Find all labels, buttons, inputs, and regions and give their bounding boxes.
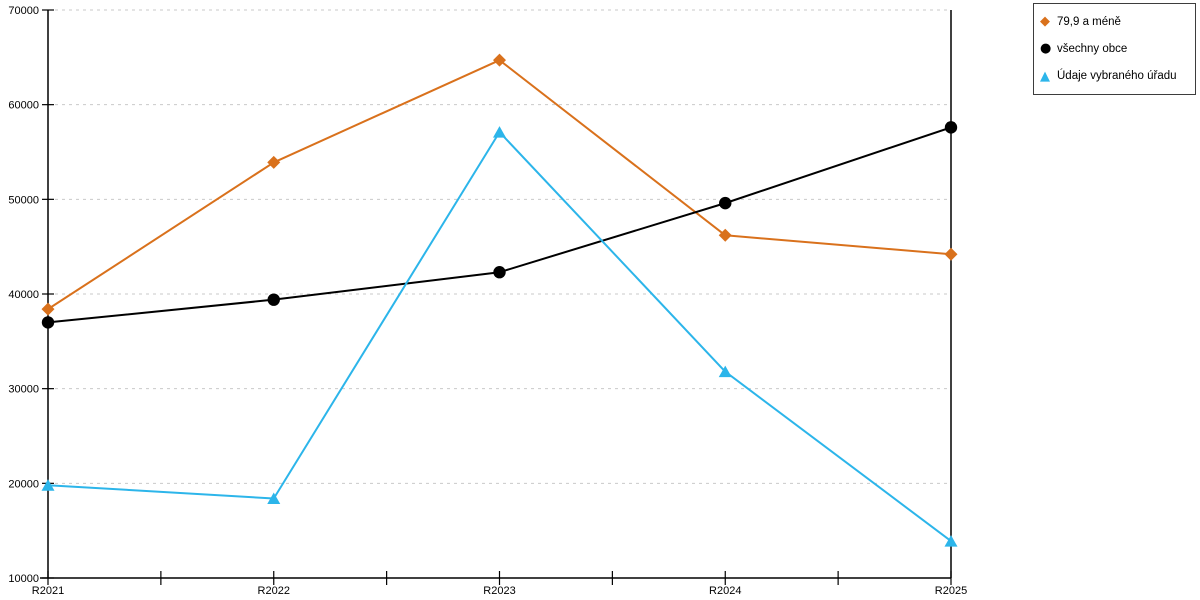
y-tick-label: 20000 [8, 478, 39, 490]
legend-item-udaje-vybraneho-uradu[interactable]: ▲ Údaje vybraného úřadu [1040, 70, 1189, 83]
triangle-marker-icon: ▲ [1040, 68, 1050, 84]
y-tick-label: 30000 [8, 384, 39, 396]
y-tick-label: 10000 [8, 573, 39, 585]
data-point-R2025-series1[interactable] [944, 121, 958, 134]
data-point-R2021-series1[interactable] [41, 316, 55, 329]
data-point-R2024-series2[interactable] [718, 365, 732, 378]
circle-marker-icon: ● [1040, 41, 1052, 57]
y-tick-label: 60000 [8, 100, 39, 112]
legend-label-vsechny-obce: všechny obce [1057, 42, 1128, 55]
x-tick-label: R2021 [32, 585, 64, 597]
data-point-R2025-series0[interactable] [944, 247, 958, 261]
data-point-R2023-series0[interactable] [493, 53, 506, 67]
x-tick-label: R2024 [709, 585, 741, 597]
legend-label-79-9-a-mene: 79,9 a méně [1057, 15, 1121, 28]
data-point-R2021-series0[interactable] [41, 302, 55, 316]
y-tick-label: 40000 [8, 289, 39, 301]
series-line-2 [47, 131, 952, 542]
data-point-R2025-series2[interactable] [944, 535, 958, 547]
x-tick-label: R2023 [483, 585, 515, 597]
data-point-R2023-series1[interactable] [493, 266, 506, 279]
series-line-1 [47, 126, 952, 324]
chart-legend: ◆ 79,9 a méně ● všechny obce ▲ Údaje vyb… [1033, 3, 1196, 95]
diamond-marker-icon: ◆ [1040, 14, 1050, 30]
legend-item-vsechny-obce[interactable]: ● všechny obce [1040, 42, 1189, 55]
x-tick-label: R2022 [258, 585, 290, 597]
legend-label-udaje-vybraneho-uradu: Údaje vybraného úřadu [1057, 70, 1177, 83]
data-point-R2022-series0[interactable] [267, 155, 281, 169]
y-tick-label: 70000 [8, 5, 39, 17]
data-point-R2024-series0[interactable] [718, 228, 732, 242]
data-point-R2023-series2[interactable] [493, 126, 506, 138]
data-point-R2022-series1[interactable] [267, 293, 280, 306]
legend-item-79-9-a-mene[interactable]: ◆ 79,9 a méně [1040, 15, 1189, 28]
data-point-R2024-series1[interactable] [719, 196, 732, 210]
x-tick-label: R2025 [935, 585, 967, 597]
data-point-R2021-series2[interactable] [41, 479, 55, 491]
y-tick-label: 50000 [8, 194, 39, 206]
data-point-R2022-series2[interactable] [267, 492, 281, 504]
